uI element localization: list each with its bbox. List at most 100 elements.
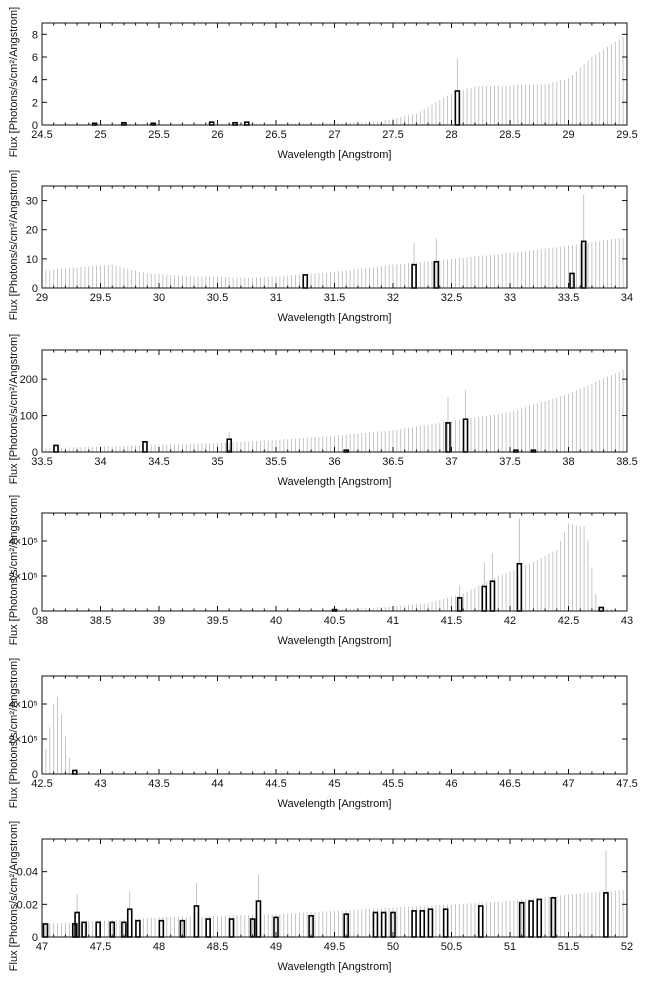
x-tick-label: 37.5 bbox=[499, 456, 520, 468]
x-tick-label: 39 bbox=[153, 615, 165, 627]
x-tick-label: 49.5 bbox=[324, 941, 345, 953]
y-tick-label: 0 bbox=[32, 769, 38, 781]
data-bar bbox=[489, 580, 496, 612]
data-bar bbox=[302, 274, 309, 289]
data-bar bbox=[81, 921, 87, 938]
x-axis-title: Wavelength [Angstrom] bbox=[278, 635, 392, 647]
data-bar bbox=[411, 910, 417, 938]
x-tick-label: 26.5 bbox=[265, 129, 286, 141]
panel-3: 33.5 34 34.5 35 35.5 36 36.5 37 37.5 38 38.5 0 100 20… bbox=[8, 334, 638, 488]
x-axis-title: Wavelength [Angstrom] bbox=[278, 476, 392, 488]
y-axis-title: Flux [Photons/s/cm²/Angstrom] bbox=[8, 821, 20, 971]
x-tick-label: 26 bbox=[211, 129, 223, 141]
data-bar bbox=[126, 908, 133, 938]
model-spectrum bbox=[41, 697, 74, 774]
data-bar bbox=[454, 90, 461, 126]
x-tick-label: 38.5 bbox=[90, 615, 111, 627]
x-tick-label: 47.5 bbox=[90, 941, 111, 953]
x-tick-label: 51 bbox=[504, 941, 516, 953]
x-tick-label: 50.5 bbox=[441, 941, 462, 953]
x-tick-label: 41.5 bbox=[441, 615, 462, 627]
model-spectrum bbox=[41, 368, 628, 452]
data-bar bbox=[228, 918, 235, 938]
y-tick-label: 200 bbox=[20, 374, 38, 386]
y-axis-title: Flux [Photons/s/cm²/Angstrom] bbox=[8, 495, 20, 645]
y-axis-title: Flux [Photons/s/cm²/Angstrom] bbox=[8, 334, 20, 484]
data-bar bbox=[95, 921, 101, 938]
x-tick-label: 36 bbox=[328, 456, 340, 468]
x-tick-label: 25 bbox=[94, 129, 106, 141]
x-tick-label: 37 bbox=[445, 456, 457, 468]
y-tick-label: 2×10⁵ bbox=[9, 734, 38, 746]
x-tick-label: 45 bbox=[328, 778, 340, 790]
x-axis-title: Wavelength [Angstrom] bbox=[278, 961, 392, 973]
data-bar bbox=[598, 606, 605, 612]
y-tick-label: 0 bbox=[32, 606, 38, 618]
x-tick-label: 27 bbox=[328, 129, 340, 141]
x-tick-label: 47.5 bbox=[616, 778, 637, 790]
x-tick-label: 43 bbox=[621, 615, 633, 627]
panel-6: 47 47.5 48 48.5 49 49.5 50 50.5 51 51.5 52 0 0.02 0.0… bbox=[8, 821, 633, 973]
data-bar bbox=[411, 263, 417, 289]
x-tick-label: 42.5 bbox=[558, 615, 579, 627]
x-tick-label: 38 bbox=[36, 615, 48, 627]
x-tick-label: 47 bbox=[562, 778, 574, 790]
data-bar bbox=[427, 908, 434, 938]
x-tick-label: 45.5 bbox=[382, 778, 403, 790]
x-tick-label: 35.5 bbox=[265, 456, 286, 468]
data-bar bbox=[255, 900, 262, 938]
y-tick-label: 4×10⁵ bbox=[9, 536, 38, 548]
data-bar bbox=[603, 892, 609, 938]
data-bar bbox=[462, 418, 469, 453]
y-tick-label: 20 bbox=[26, 225, 38, 237]
plot-frame bbox=[41, 512, 628, 612]
x-tick-label: 46.5 bbox=[499, 778, 520, 790]
x-tick-label: 43.5 bbox=[148, 778, 169, 790]
x-axis-title: Wavelength [Angstrom] bbox=[278, 149, 392, 161]
plot-frame bbox=[41, 22, 628, 126]
y-tick-label: 0 bbox=[32, 447, 38, 459]
x-tick-label: 34 bbox=[94, 456, 106, 468]
data-bar bbox=[536, 898, 543, 938]
y-tick-label: 0 bbox=[32, 932, 38, 944]
panel-1: 24.5 25 25.5 26 26.5 27 27.5 28 28.5 29 29.5 0 2 4 6 8 W… bbox=[8, 7, 638, 161]
data-bar bbox=[528, 900, 534, 938]
panel-4: 38 38.5 39 39.5 40 40.5 41 41.5 42 42.5 43 0 2×10⁵ 4×… bbox=[8, 495, 633, 647]
panel-2: 29 29.5 30 30.5 31 31.5 32 32.5 33 33.5 34 0 10 20 30 W… bbox=[8, 170, 633, 324]
x-tick-label: 43 bbox=[94, 778, 106, 790]
y-axis-title: Flux [Photons/s/cm²/Angstrom] bbox=[8, 7, 20, 157]
x-tick-label: 29.5 bbox=[90, 292, 111, 304]
x-tick-label: 38.5 bbox=[616, 456, 637, 468]
x-tick-label: 29 bbox=[36, 292, 48, 304]
y-tick-label: 100 bbox=[20, 411, 38, 423]
y-tick-label: 8 bbox=[32, 29, 38, 41]
data-bar bbox=[372, 911, 379, 938]
x-tick-label: 31 bbox=[270, 292, 282, 304]
x-tick-label: 39.5 bbox=[207, 615, 228, 627]
data-bar bbox=[442, 908, 449, 938]
x-axis-title: Wavelength [Angstrom] bbox=[278, 312, 392, 324]
x-tick-label: 40 bbox=[270, 615, 282, 627]
data-bar bbox=[53, 444, 59, 453]
x-tick-label: 42 bbox=[504, 615, 516, 627]
data-bar bbox=[481, 585, 488, 612]
x-tick-label: 32 bbox=[387, 292, 399, 304]
model-spectrum bbox=[41, 34, 628, 125]
x-tick-label: 41 bbox=[387, 615, 399, 627]
plot-frame bbox=[41, 675, 628, 775]
data-bar bbox=[142, 440, 148, 453]
x-tick-label: 40.5 bbox=[324, 615, 345, 627]
data-bar bbox=[380, 911, 387, 938]
x-tick-label: 52 bbox=[621, 941, 633, 953]
x-tick-label: 24.5 bbox=[31, 129, 52, 141]
x-tick-label: 42.5 bbox=[31, 778, 52, 790]
x-tick-label: 29.5 bbox=[616, 129, 637, 141]
y-tick-label: 30 bbox=[26, 196, 38, 208]
y-tick-label: 2×10⁵ bbox=[9, 571, 38, 583]
data-bar bbox=[516, 562, 523, 612]
y-tick-label: 4×10⁵ bbox=[9, 699, 38, 711]
y-tick-label: 0.02 bbox=[17, 899, 38, 911]
data-bar bbox=[158, 919, 165, 938]
data-bar bbox=[135, 919, 141, 938]
